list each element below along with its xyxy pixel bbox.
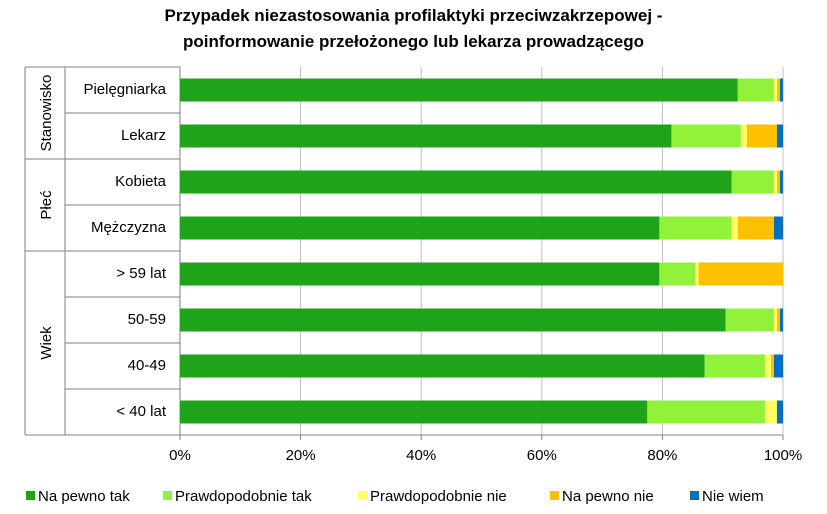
bar-segment [180, 124, 672, 148]
bar-segment [725, 308, 774, 332]
x-tick-label: 100% [764, 447, 802, 464]
bar-segment [180, 262, 660, 286]
bar-segment [180, 170, 732, 194]
bar-segment [180, 216, 660, 240]
x-tick-label: 80% [647, 447, 677, 464]
bar-segment [740, 124, 747, 148]
category-label: Pielęgniarka [83, 81, 166, 98]
bar-segment [704, 354, 765, 378]
bar-segment [695, 262, 699, 286]
bar-segment [779, 308, 783, 332]
bar-segment [180, 354, 705, 378]
bar-segment [180, 400, 648, 424]
bar-segment [659, 262, 696, 286]
group-label: Stanowisko [38, 75, 55, 152]
group-label: Wiek [38, 326, 55, 360]
bar-segment [731, 170, 774, 194]
x-tick-label: 60% [527, 447, 557, 464]
group-label: Płeć [38, 190, 55, 220]
legend-swatch [163, 491, 172, 500]
chart-title-line-2: poinformowanie przełożonego lub lekarza … [183, 32, 644, 51]
legend-swatch [550, 491, 559, 500]
bar-segment [746, 124, 777, 148]
x-tick-label: 20% [286, 447, 316, 464]
legend-label: Nie wiem [702, 488, 764, 505]
bar-segment [773, 216, 783, 240]
bar-segment [779, 78, 783, 102]
legend-label: Prawdopodobnie tak [175, 488, 312, 505]
category-label: < 40 lat [116, 403, 166, 420]
category-label: Kobieta [115, 173, 167, 190]
x-tick-label: 0% [169, 447, 191, 464]
bar-segment [180, 78, 738, 102]
legend-swatch [690, 491, 699, 500]
category-label: Lekarz [121, 127, 166, 144]
bar-segment [737, 78, 774, 102]
bar-segment [764, 400, 777, 424]
bar-segment [659, 216, 732, 240]
bar-segment [776, 308, 780, 332]
bar-segment [779, 170, 783, 194]
bar-segment [773, 170, 777, 194]
bar-segment [770, 354, 774, 378]
legend-label: Prawdopodobnie nie [370, 488, 507, 505]
bar-segment [776, 400, 783, 424]
bar-segment [737, 216, 774, 240]
bar-segment [776, 124, 783, 148]
bar-segment [671, 124, 741, 148]
legend-label: Na pewno nie [562, 488, 654, 505]
category-label: > 59 lat [116, 265, 166, 282]
legend-swatch [26, 491, 35, 500]
legend-swatch [358, 491, 367, 500]
chart-title-line-1: Przypadek niezastosowania profilaktyki p… [164, 6, 663, 25]
bar-segment [776, 78, 780, 102]
legend-label: Na pewno tak [38, 488, 130, 505]
bar-segment [773, 354, 783, 378]
category-label: 40-49 [128, 357, 166, 374]
category-label: 50-59 [128, 311, 166, 328]
bar-segment [731, 216, 738, 240]
category-label: Mężczyzna [91, 219, 167, 236]
x-tick-label: 40% [406, 447, 436, 464]
bar-segment [773, 78, 777, 102]
bar-segment [647, 400, 765, 424]
bar-segment [776, 170, 780, 194]
bar-segment [698, 262, 783, 286]
bar-segment [773, 308, 777, 332]
bar-segment [764, 354, 771, 378]
bar-segment [180, 308, 726, 332]
